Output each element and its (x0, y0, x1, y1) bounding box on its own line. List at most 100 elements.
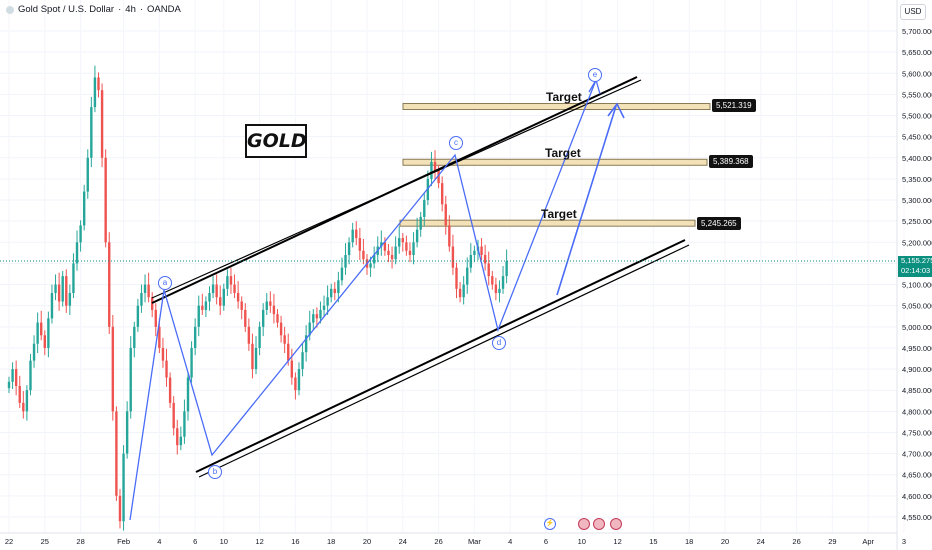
price-tick-label: 5,300.000 (902, 196, 932, 205)
candle-body (398, 238, 401, 247)
channel-lower-line-inner (198, 244, 690, 478)
candle-body (115, 411, 118, 496)
time-tick-label: Feb (117, 537, 130, 546)
flash-icon[interactable]: ⚡ (544, 518, 556, 530)
candle-body (473, 250, 476, 255)
time-tick-label: Mar (468, 537, 481, 546)
price-tick-label: 5,600.000 (902, 69, 932, 78)
price-tick-label: 4,700.000 (902, 450, 932, 459)
time-tick-label: 18 (685, 537, 693, 546)
candle-body (226, 276, 229, 289)
currency-selector[interactable]: USD (900, 4, 926, 20)
current-price: 5,155.275 (901, 256, 932, 265)
time-tick-label: 3 (902, 537, 906, 546)
candle-body (136, 305, 140, 327)
candle-body (154, 309, 157, 327)
channel-lower-line (195, 239, 686, 473)
candle-body (151, 297, 154, 310)
target-price-tag-2: 5,389.368 (709, 155, 753, 168)
status-dot-icon (6, 5, 14, 14)
time-tick-label: 24 (399, 537, 407, 546)
candle-body (90, 107, 93, 158)
wave-label-b[interactable]: b (208, 465, 222, 479)
candle-body (283, 335, 286, 344)
candle-body (190, 347, 193, 378)
price-tick-label: 4,600.000 (902, 492, 932, 501)
candle-body (261, 309, 265, 327)
candle-body (111, 326, 115, 412)
gold-text-label[interactable]: GOLD (245, 124, 307, 158)
time-tick-label: 26 (434, 537, 442, 546)
candle-body (487, 263, 490, 277)
symbol-name[interactable]: Gold Spot / U.S. Dollar (18, 4, 115, 15)
time-tick-label: Apr (862, 537, 874, 546)
us-flag-icon[interactable] (610, 518, 622, 530)
time-tick-label: 6 (193, 537, 197, 546)
candle-body (72, 263, 75, 294)
candle-body (451, 246, 455, 268)
candle-body (186, 377, 190, 412)
candle-body (125, 411, 129, 454)
candle-body (233, 284, 236, 294)
candle-body (75, 242, 79, 264)
target-price-tag-1: 5,521.319 (712, 99, 756, 112)
candle-body (412, 242, 415, 255)
candle-body (168, 377, 172, 403)
candle-body (448, 225, 451, 247)
candle-body (50, 293, 54, 319)
time-tick-label: 28 (76, 537, 84, 546)
price-tick-label: 4,800.000 (902, 407, 932, 416)
candle-body (251, 343, 254, 370)
candle-body (380, 242, 383, 247)
wave-label-c[interactable]: c (449, 136, 463, 150)
candle-body (211, 284, 215, 294)
price-tick-label: 5,000.000 (902, 323, 932, 332)
time-tick-label: 12 (613, 537, 621, 546)
candle-body (229, 276, 233, 285)
time-tick-label: 12 (255, 537, 263, 546)
candle-body (466, 267, 469, 285)
us-flag-icon[interactable] (578, 518, 590, 530)
price-tick-label: 5,650.000 (902, 48, 932, 57)
wave-label-e[interactable]: e (588, 68, 602, 82)
candle-body (501, 276, 505, 289)
candle-body (215, 284, 218, 298)
price-tick-label: 5,400.000 (902, 154, 932, 163)
candle-body (79, 225, 82, 243)
candle-body (32, 343, 36, 361)
time-tick-label: 10 (578, 537, 586, 546)
candle-body (147, 284, 150, 298)
wave-label-d[interactable]: d (492, 336, 506, 350)
time-axis: 22 25 28 Feb 4 6 10 12 16 18 20 24 26 Mar 4 6 10 12 15 18 20… (5, 537, 906, 546)
time-tick-label: 20 (721, 537, 729, 546)
timeframe[interactable]: 4h (125, 4, 136, 15)
candle-body (408, 250, 412, 255)
us-flag-icon[interactable] (593, 518, 605, 530)
candle-body (236, 293, 240, 302)
candle-body (254, 347, 258, 370)
candle-body (326, 297, 329, 306)
chart-header: Gold Spot / U.S. Dollar · 4h · OANDA (6, 4, 181, 15)
candle-body (308, 322, 311, 336)
candle-body (369, 263, 372, 268)
target-zone-2 (402, 158, 708, 166)
target-label-3[interactable]: Target (541, 207, 577, 221)
time-tick-label: 24 (757, 537, 765, 546)
candle-body (247, 326, 251, 344)
candle-body (337, 280, 340, 294)
wave-label-a[interactable]: a (158, 276, 172, 290)
price-tick-label: 4,950.000 (902, 344, 932, 353)
target-label-2[interactable]: Target (545, 146, 581, 160)
candle-body (122, 453, 125, 522)
candle-body (265, 301, 268, 310)
candle-body (219, 297, 222, 306)
time-tick-label: 26 (792, 537, 800, 546)
candle-body (455, 267, 458, 289)
target-label-1[interactable]: Target (546, 90, 582, 104)
candle-body (333, 288, 336, 294)
time-tick-label: 25 (41, 537, 49, 546)
candle-body (415, 229, 419, 243)
candle-body (480, 246, 483, 255)
price-tick-label: 4,850.000 (902, 386, 932, 395)
